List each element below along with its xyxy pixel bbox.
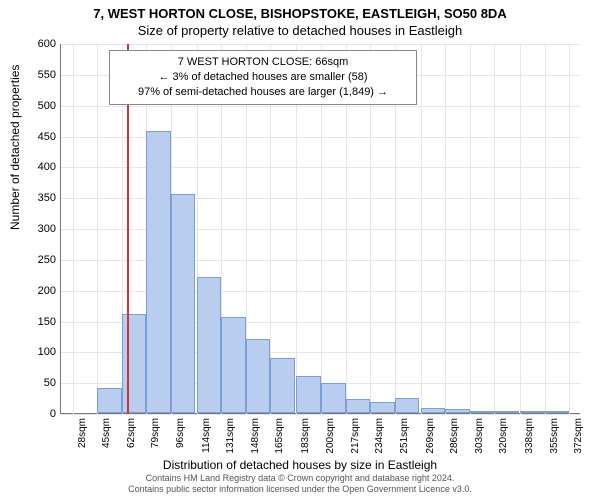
y-tick-label: 600: [16, 38, 56, 50]
y-gridline: [61, 414, 581, 415]
histogram-bar: [470, 411, 495, 413]
y-tick-label: 100: [16, 346, 56, 358]
histogram-bar: [395, 398, 420, 413]
x-tick-label: 286sqm: [449, 418, 460, 454]
annotation-line-1: 7 WEST HORTON CLOSE: 66sqm: [118, 55, 408, 70]
x-axis-label: Distribution of detached houses by size …: [0, 458, 600, 472]
histogram-bar: [346, 399, 371, 413]
histogram-bar: [171, 194, 196, 413]
plot-region: 05010015020025030035040045050055060028sq…: [60, 44, 580, 414]
x-gridline: [97, 44, 98, 414]
y-tick-label: 200: [16, 285, 56, 297]
y-tick-label: 250: [16, 254, 56, 266]
histogram-bar: [520, 411, 545, 413]
title-subtitle: Size of property relative to detached ho…: [0, 21, 600, 40]
x-tick-label: 165sqm: [274, 418, 285, 454]
annotation-line-3: 97% of semi-detached houses are larger (…: [118, 85, 408, 100]
chart-area: 05010015020025030035040045050055060028sq…: [60, 44, 580, 414]
annotation-box: 7 WEST HORTON CLOSE: 66sqm← 3% of detach…: [109, 50, 417, 105]
y-tick-label: 0: [16, 408, 56, 420]
histogram-bar: [270, 358, 295, 414]
x-tick-label: 355sqm: [549, 418, 560, 454]
histogram-bar: [221, 317, 246, 413]
x-tick-label: 234sqm: [374, 418, 385, 454]
y-tick-label: 150: [16, 316, 56, 328]
x-tick-label: 303sqm: [474, 418, 485, 454]
x-tick-label: 251sqm: [399, 418, 410, 454]
x-gridline: [569, 44, 570, 414]
figure: 7, WEST HORTON CLOSE, BISHOPSTOKE, EASTL…: [0, 0, 600, 500]
y-tick-label: 400: [16, 161, 56, 173]
y-tick-label: 350: [16, 192, 56, 204]
y-axis-label: Number of detached properties: [8, 65, 22, 230]
y-tick-label: 550: [16, 69, 56, 81]
x-gridline: [520, 44, 521, 414]
histogram-bar: [494, 411, 519, 413]
x-tick-label: 45sqm: [101, 418, 112, 448]
x-tick-label: 320sqm: [498, 418, 509, 454]
x-gridline: [470, 44, 471, 414]
footer-line-1: Contains HM Land Registry data © Crown c…: [0, 473, 600, 485]
x-tick-label: 28sqm: [77, 418, 88, 448]
x-tick-label: 96sqm: [175, 418, 186, 448]
title-address: 7, WEST HORTON CLOSE, BISHOPSTOKE, EASTL…: [0, 0, 600, 21]
x-tick-label: 148sqm: [250, 418, 261, 454]
x-tick-label: 131sqm: [225, 418, 236, 454]
x-gridline: [421, 44, 422, 414]
histogram-bar: [197, 277, 222, 413]
y-tick-label: 50: [16, 377, 56, 389]
histogram-bar: [545, 411, 570, 413]
x-tick-label: 217sqm: [350, 418, 361, 454]
histogram-bar: [146, 131, 171, 413]
histogram-bar: [421, 408, 446, 413]
x-tick-label: 200sqm: [325, 418, 336, 454]
footer-attribution: Contains HM Land Registry data © Crown c…: [0, 473, 600, 496]
x-tick-label: 183sqm: [300, 418, 311, 454]
x-tick-label: 338sqm: [524, 418, 535, 454]
footer-line-2: Contains public sector information licen…: [0, 484, 600, 496]
histogram-bar: [97, 388, 122, 413]
y-tick-label: 450: [16, 131, 56, 143]
x-gridline: [545, 44, 546, 414]
histogram-bar: [246, 339, 271, 413]
histogram-bar: [370, 402, 395, 413]
x-tick-label: 269sqm: [425, 418, 436, 454]
y-tick-label: 500: [16, 100, 56, 112]
annotation-line-2: ← 3% of detached houses are smaller (58): [118, 70, 408, 85]
histogram-bar: [445, 409, 470, 413]
histogram-bar: [296, 376, 321, 413]
histogram-bar: [122, 314, 147, 413]
y-tick-label: 300: [16, 223, 56, 235]
x-tick-label: 372sqm: [573, 418, 584, 454]
x-gridline: [445, 44, 446, 414]
histogram-bar: [321, 383, 346, 413]
x-tick-label: 114sqm: [201, 418, 212, 453]
x-tick-label: 79sqm: [150, 418, 161, 448]
x-tick-label: 62sqm: [126, 418, 137, 448]
x-gridline: [73, 44, 74, 414]
x-gridline: [494, 44, 495, 414]
